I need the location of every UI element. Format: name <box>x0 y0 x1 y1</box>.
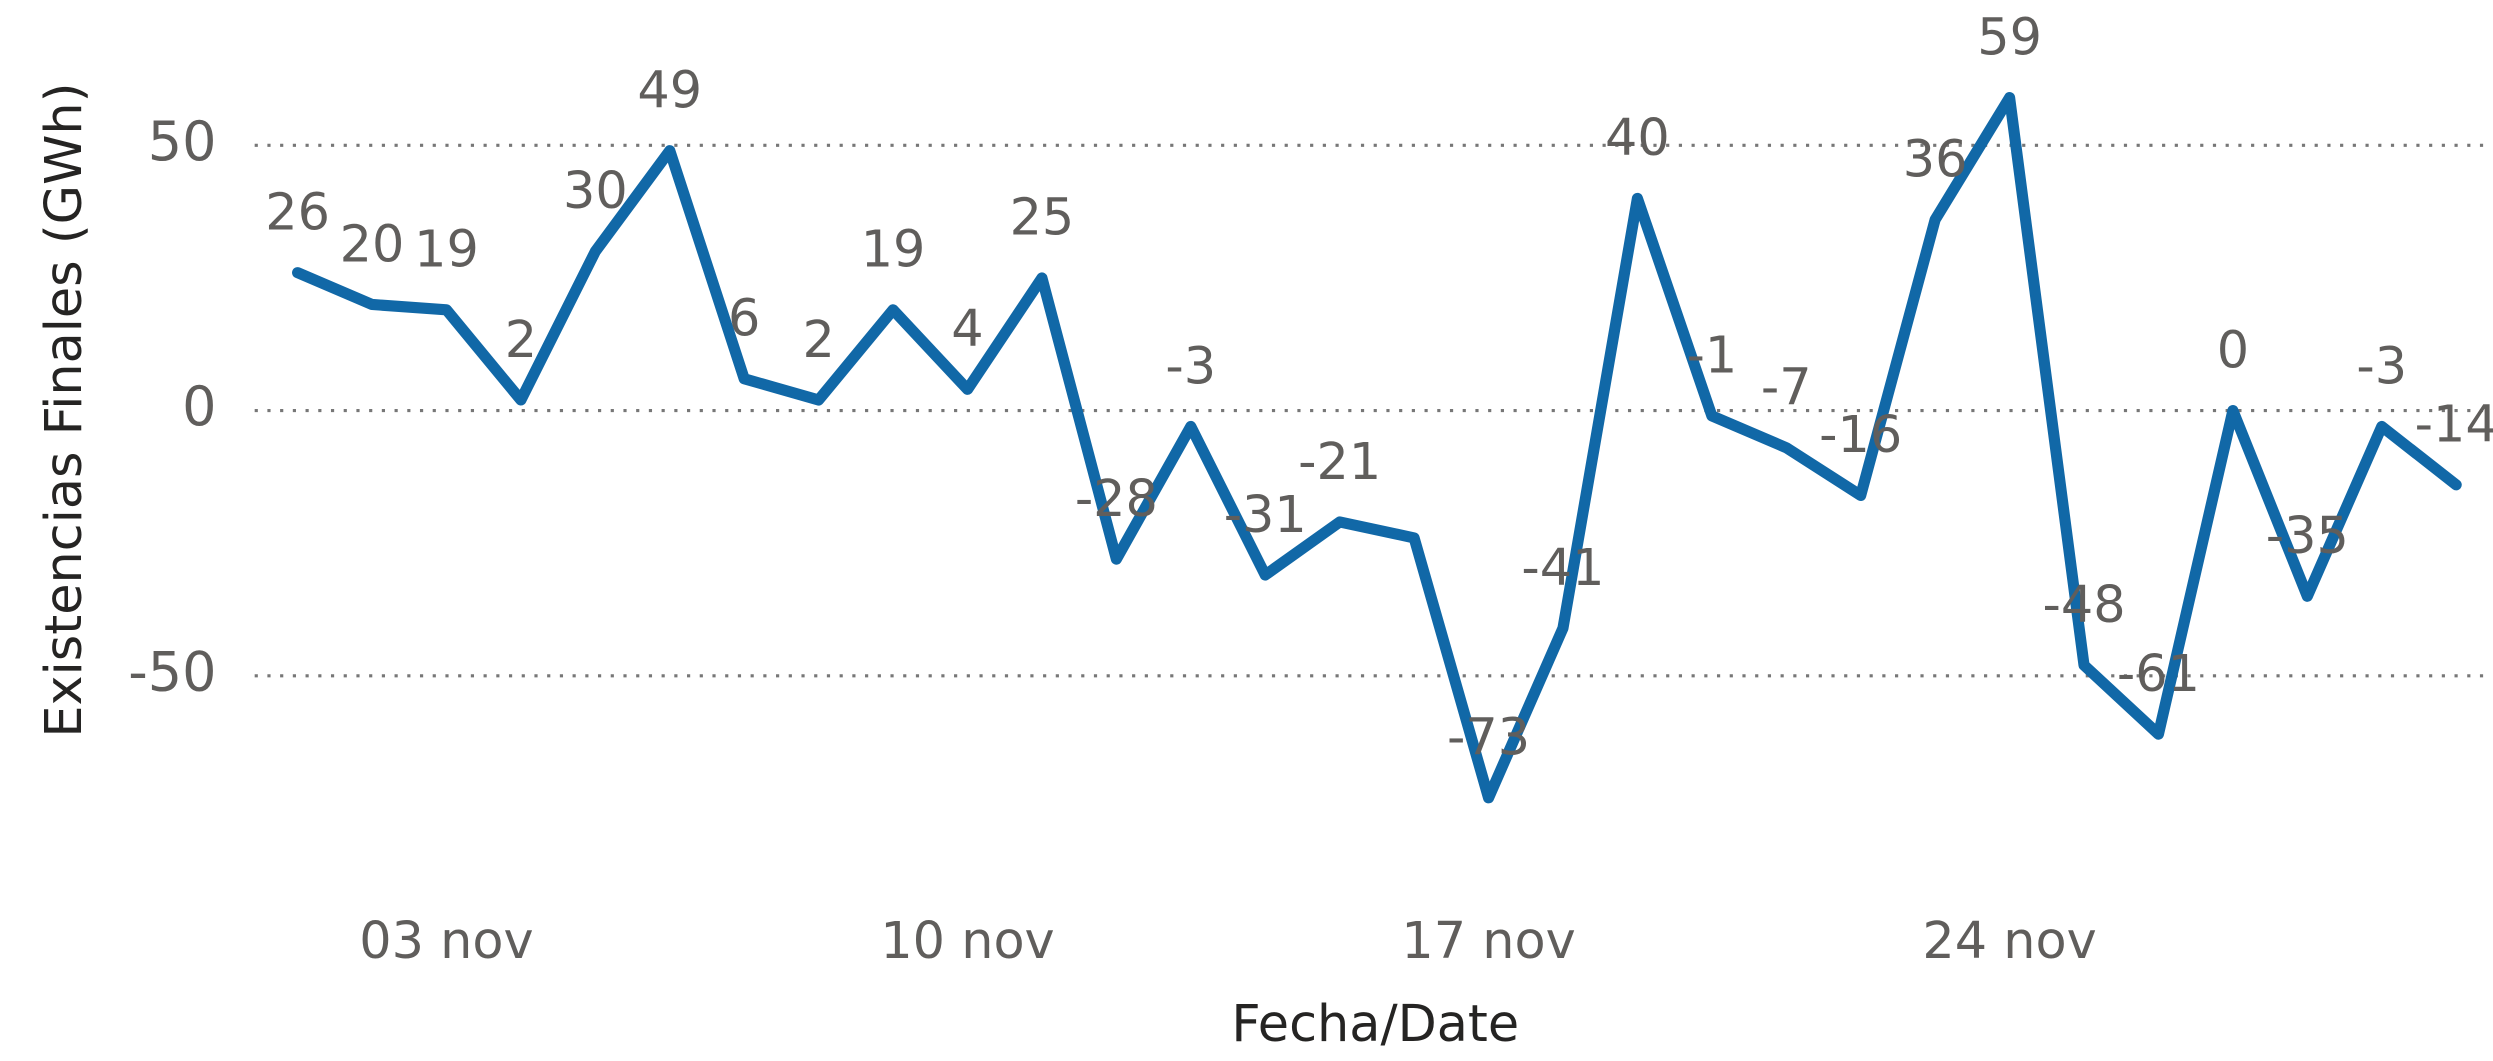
data-label: -1 <box>1686 326 1737 385</box>
data-label: 36 <box>1903 129 1968 188</box>
x-tick-label: 24 nov <box>1922 911 2096 970</box>
y-tick-label: 0 <box>182 375 216 438</box>
data-label: -28 <box>1075 469 1158 528</box>
x-tick-label: 10 nov <box>880 911 1054 970</box>
y-axis-title: Existencias Finales (GWh) <box>34 83 93 738</box>
data-label: -3 <box>1165 336 1216 395</box>
data-label: 40 <box>1605 108 1670 167</box>
x-axis-title: Fecha/Date <box>1231 994 1519 1053</box>
data-label: -35 <box>2266 506 2349 565</box>
x-tick-label: 03 nov <box>359 911 533 970</box>
data-label: -3 <box>2356 336 2407 395</box>
data-label: -21 <box>1298 432 1381 491</box>
data-label: 26 <box>265 182 330 241</box>
data-label: -16 <box>1819 405 1902 464</box>
data-label: -41 <box>1521 538 1604 597</box>
data-label: 25 <box>1010 188 1075 247</box>
x-tick-label: 17 nov <box>1401 911 1575 970</box>
data-label: 6 <box>728 289 760 348</box>
data-label: -61 <box>2117 644 2200 703</box>
data-label: -14 <box>2415 395 2493 454</box>
y-tick-label: -50 <box>128 640 216 703</box>
data-label: -7 <box>1761 357 1812 416</box>
data-label: 0 <box>2217 320 2249 379</box>
data-label: -48 <box>2042 575 2125 634</box>
data-label: -31 <box>1224 485 1307 544</box>
data-label: 2 <box>505 310 537 369</box>
data-label: 59 <box>1977 7 2042 66</box>
data-label: 2 <box>802 310 834 369</box>
data-label: 4 <box>951 299 983 358</box>
data-label: 19 <box>861 220 926 279</box>
y-tick-label: 50 <box>148 110 217 173</box>
data-label: -73 <box>1447 708 1530 767</box>
data-label: 20 <box>340 214 405 273</box>
data-label: 19 <box>414 220 479 279</box>
data-label: 49 <box>637 60 702 119</box>
data-label: 30 <box>563 161 628 220</box>
line <box>292 92 2462 804</box>
